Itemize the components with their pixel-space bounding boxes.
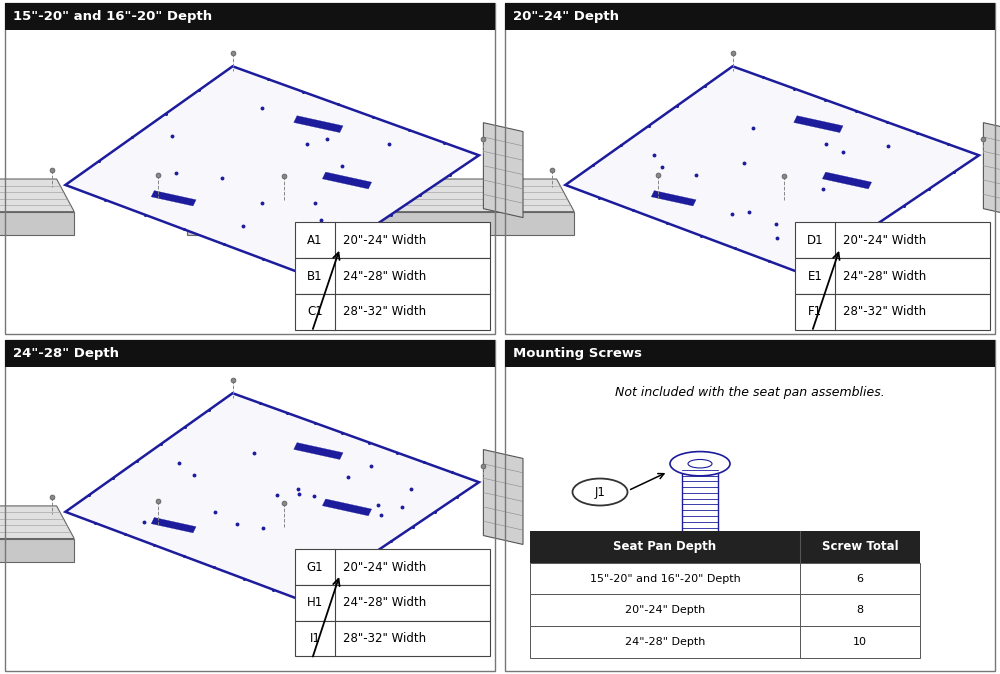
- Text: B1: B1: [307, 270, 323, 282]
- Text: D1: D1: [807, 234, 823, 247]
- Polygon shape: [0, 506, 74, 539]
- Bar: [5, 3, 495, 334]
- Text: 10: 10: [853, 637, 867, 647]
- Text: Not included with the seat pan assemblies.: Not included with the seat pan assemblie…: [615, 386, 885, 399]
- Text: 28"-32" Width: 28"-32" Width: [843, 305, 926, 318]
- Text: 20"-24" Width: 20"-24" Width: [843, 234, 926, 247]
- Bar: [295, 258, 490, 294]
- Text: 24"-28" Width: 24"-28" Width: [343, 270, 426, 282]
- Text: 24"-28" Width: 24"-28" Width: [343, 596, 426, 609]
- Bar: [5, 3, 495, 30]
- Text: J1: J1: [595, 485, 605, 499]
- Text: 28"-32" Width: 28"-32" Width: [343, 632, 426, 645]
- Bar: [295, 222, 490, 258]
- Polygon shape: [483, 123, 523, 218]
- Polygon shape: [322, 172, 372, 189]
- Bar: [530, 563, 920, 594]
- Polygon shape: [151, 518, 196, 533]
- Text: 6: 6: [857, 574, 864, 584]
- Bar: [505, 340, 995, 671]
- Text: Mounting Screws: Mounting Screws: [513, 347, 642, 361]
- Text: 20"-24" Depth: 20"-24" Depth: [513, 10, 619, 24]
- Bar: [795, 222, 990, 258]
- Text: 20"-24" Width: 20"-24" Width: [343, 561, 426, 574]
- Text: 24"-28" Depth: 24"-28" Depth: [13, 347, 119, 361]
- Polygon shape: [651, 191, 696, 206]
- Text: I1: I1: [310, 632, 320, 645]
- Text: 20"-24" Width: 20"-24" Width: [343, 234, 426, 247]
- Bar: [530, 626, 920, 658]
- Text: 24"-28" Depth: 24"-28" Depth: [625, 637, 705, 647]
- Polygon shape: [0, 539, 74, 562]
- Text: 8: 8: [856, 605, 864, 615]
- Polygon shape: [151, 191, 196, 206]
- Bar: [530, 594, 920, 626]
- Text: 15"-20" and 16"-20" Depth: 15"-20" and 16"-20" Depth: [13, 10, 212, 24]
- Bar: [5, 340, 495, 671]
- Text: Seat Pan Depth: Seat Pan Depth: [613, 541, 717, 553]
- Text: C1: C1: [307, 305, 323, 318]
- Polygon shape: [565, 66, 979, 274]
- Bar: [295, 549, 490, 585]
- Bar: [795, 258, 990, 294]
- Polygon shape: [322, 499, 372, 516]
- Polygon shape: [822, 172, 872, 189]
- Bar: [505, 3, 995, 30]
- Polygon shape: [0, 179, 74, 212]
- Text: Screw Total: Screw Total: [822, 541, 898, 553]
- Text: G1: G1: [307, 561, 323, 574]
- Bar: [530, 531, 920, 563]
- Text: 24"-28" Width: 24"-28" Width: [843, 270, 926, 282]
- Polygon shape: [983, 123, 1000, 218]
- Polygon shape: [483, 450, 523, 545]
- Text: 20"-24" Depth: 20"-24" Depth: [625, 605, 705, 615]
- Text: 28"-32" Width: 28"-32" Width: [343, 305, 426, 318]
- Text: H1: H1: [307, 596, 323, 609]
- Bar: [682, 470, 718, 539]
- Text: F1: F1: [808, 305, 822, 318]
- Text: A1: A1: [307, 234, 323, 247]
- Polygon shape: [187, 212, 574, 235]
- Bar: [505, 340, 995, 367]
- Ellipse shape: [682, 537, 718, 542]
- Bar: [5, 340, 495, 367]
- Ellipse shape: [670, 452, 730, 476]
- Polygon shape: [169, 179, 574, 212]
- Polygon shape: [65, 66, 479, 274]
- Bar: [295, 294, 490, 330]
- Text: 15"-20" and 16"-20" Depth: 15"-20" and 16"-20" Depth: [590, 574, 740, 584]
- Polygon shape: [0, 212, 74, 235]
- Bar: [295, 585, 490, 621]
- Polygon shape: [794, 116, 843, 133]
- Ellipse shape: [572, 479, 628, 506]
- Polygon shape: [65, 393, 479, 601]
- Bar: [295, 621, 490, 656]
- Polygon shape: [294, 443, 343, 460]
- Bar: [795, 294, 990, 330]
- Text: E1: E1: [808, 270, 822, 282]
- Polygon shape: [294, 116, 343, 133]
- Bar: [505, 3, 995, 334]
